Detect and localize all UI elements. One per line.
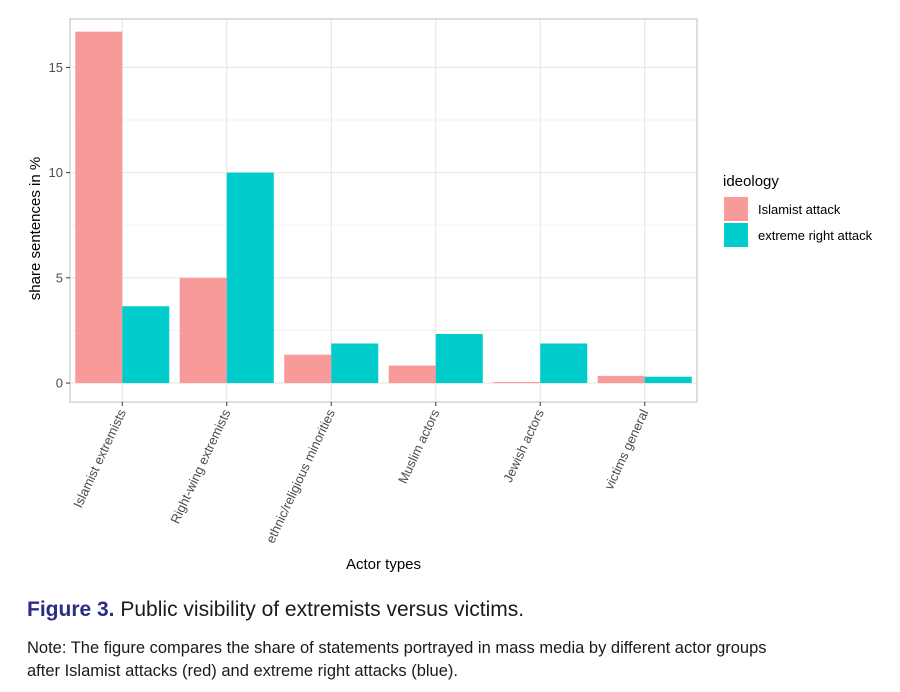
legend-label: Islamist attack [758,202,841,217]
figure-note-line-2: after Islamist attacks (red) and extreme… [27,662,458,680]
bar-extreme-right-attack [644,376,692,384]
bar-islamist-attack [388,365,436,384]
bar-extreme-right-attack [540,343,588,384]
y-axis-ticks: 0 5 10 15 [49,60,70,391]
bar-islamist-attack [597,375,645,384]
bar-extreme-right-attack [331,343,379,384]
bar-islamist-attack [284,354,332,384]
bar-islamist-attack [75,31,123,384]
y-tick-label: 15 [49,60,63,75]
x-tick-label: Right-wing extremists [167,406,233,525]
x-axis-title: Actor types [346,556,421,573]
x-tick-label: ethnic/religious minorities [263,406,338,545]
bar-extreme-right-attack [435,334,483,384]
figure-note: Note: The figure compares the share of s… [27,637,900,683]
bar-islamist-attack [493,382,541,384]
bar-extreme-right-attack [122,306,170,384]
legend-swatch-extreme-right-attack [724,223,748,247]
y-axis-title: share sentences in % [27,157,44,300]
y-tick-label: 10 [49,165,63,180]
x-tick-label: Jewish actors [500,406,547,484]
bar-chart: 0 5 10 15 Islamist extremists Right-wing ext… [27,18,873,573]
legend: ideology Islamist attack extreme right at… [723,173,873,247]
y-tick-label: 5 [56,270,63,285]
y-tick-label: 0 [56,376,63,391]
figure-number: Figure 3. [27,598,115,621]
x-axis-ticks: Islamist extremists Right-wing extremists… [70,402,652,546]
x-tick-label: Islamist extremists [70,406,129,510]
legend-label: extreme right attack [758,228,873,243]
figure-title: Public visibility of extremists versus v… [120,598,525,621]
figure-note-line-1: Note: The figure compares the share of s… [27,639,767,657]
bar-islamist-attack [179,277,227,384]
grid-lines [70,19,697,402]
x-tick-label: Muslim actors [395,406,443,485]
x-tick-label: victims general [601,407,651,492]
panel-border [69,18,698,403]
bar-extreme-right-attack [226,172,274,384]
figure-caption-title: Figure 3. Public visibility of extremist… [27,598,524,622]
legend-title: ideology [723,173,779,190]
legend-swatch-islamist-attack [724,197,748,221]
bars [75,31,692,384]
